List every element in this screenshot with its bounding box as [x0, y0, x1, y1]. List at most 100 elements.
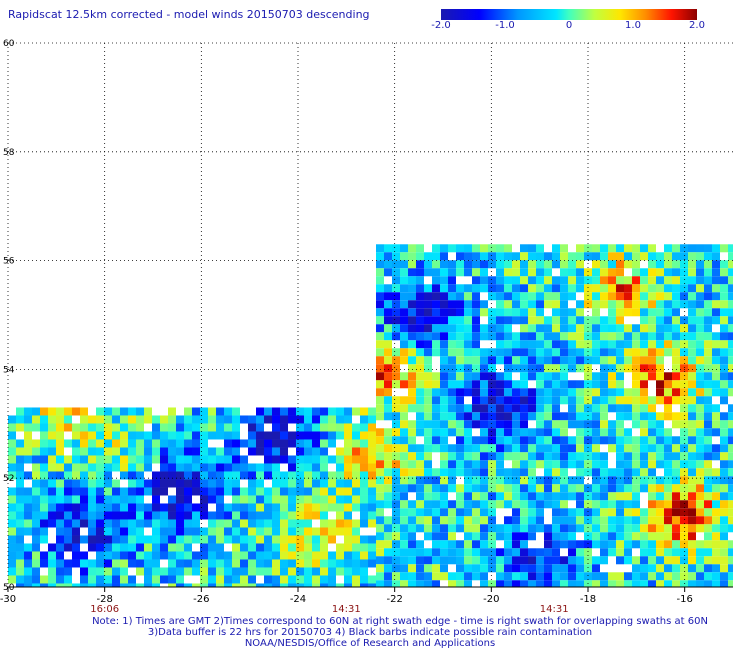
- heatmap-cell: [440, 412, 448, 421]
- heatmap-cell: [480, 276, 488, 285]
- heatmap-cell: [272, 535, 280, 544]
- heatmap-cell: [216, 423, 224, 432]
- heatmap-cell: [208, 479, 216, 488]
- heatmap-cell: [328, 415, 336, 424]
- heatmap-cell: [344, 447, 352, 456]
- heatmap-cell: [624, 540, 632, 549]
- heatmap-cell: [672, 372, 680, 381]
- heatmap-cell: [456, 468, 464, 477]
- heatmap-cell: [512, 260, 520, 269]
- heatmap-cell: [32, 447, 40, 456]
- heatmap-cell: [616, 436, 624, 445]
- heatmap-cell: [200, 439, 208, 448]
- heatmap-cell: [416, 380, 424, 389]
- heatmap-cell: [696, 300, 704, 309]
- heatmap-cell: [704, 492, 712, 501]
- heatmap-cell: [632, 516, 640, 525]
- heatmap-cell: [384, 476, 392, 485]
- heatmap-cell: [704, 532, 712, 541]
- heatmap-cell: [280, 511, 288, 520]
- heatmap-cell: [592, 516, 600, 525]
- heatmap-cell: [560, 500, 568, 509]
- heatmap-cell: [696, 348, 704, 357]
- heatmap-cell: [408, 532, 416, 541]
- heatmap-cell: [408, 572, 416, 581]
- heatmap-cell: [24, 415, 32, 424]
- heatmap-cell: [512, 340, 520, 349]
- heatmap-cell: [520, 492, 528, 501]
- heatmap-cell: [416, 500, 424, 509]
- heatmap-cell: [600, 492, 608, 501]
- heatmap-cell: [488, 476, 496, 485]
- heatmap-cell: [488, 396, 496, 405]
- heatmap-cell: [584, 284, 592, 293]
- heatmap-cell: [632, 444, 640, 453]
- heatmap-cell: [184, 503, 192, 512]
- heatmap-cell: [360, 487, 368, 496]
- heatmap-cell: [312, 415, 320, 424]
- heatmap-cell: [600, 396, 608, 405]
- heatmap-cell: [536, 340, 544, 349]
- heatmap-cell: [512, 396, 520, 405]
- heatmap-cell: [272, 415, 280, 424]
- heatmap-cell: [272, 527, 280, 536]
- heatmap-cell: [624, 308, 632, 317]
- heatmap-cell: [504, 316, 512, 325]
- heatmap-cell: [544, 292, 552, 301]
- heatmap-cell: [376, 276, 384, 285]
- heatmap-cell: [592, 412, 600, 421]
- heatmap-cell: [552, 436, 560, 445]
- heatmap-cell: [704, 476, 712, 485]
- heatmap-cell: [472, 324, 480, 333]
- heatmap-cell: [344, 415, 352, 424]
- heatmap-cell: [424, 564, 432, 573]
- heatmap-cell: [128, 447, 136, 456]
- heatmap-cell: [168, 439, 176, 448]
- heatmap-cell: [400, 556, 408, 565]
- heatmap-cell: [528, 556, 536, 565]
- heatmap-cell: [464, 468, 472, 477]
- heatmap-cell: [552, 316, 560, 325]
- heatmap-cell: [440, 524, 448, 533]
- heatmap-cell: [600, 244, 608, 253]
- heatmap-cell: [608, 332, 616, 341]
- heatmap-cell: [424, 532, 432, 541]
- heatmap-cell: [24, 471, 32, 480]
- heatmap-cell: [416, 388, 424, 397]
- heatmap-cell: [16, 567, 24, 576]
- heatmap-cell: [432, 308, 440, 317]
- heatmap-cell: [56, 439, 64, 448]
- heatmap-cell: [384, 356, 392, 365]
- heatmap-cell: [176, 495, 184, 504]
- heatmap-cell: [320, 423, 328, 432]
- heatmap-cell: [192, 503, 200, 512]
- heatmap-cell: [592, 284, 600, 293]
- x-tick-label: -16: [676, 594, 692, 605]
- heatmap-cell: [312, 455, 320, 464]
- heatmap-cell: [552, 556, 560, 565]
- heatmap-cell: [576, 524, 584, 533]
- heatmap-cell: [720, 452, 728, 461]
- heatmap-cell: [184, 527, 192, 536]
- heatmap-cell: [576, 404, 584, 413]
- heatmap-cell: [160, 511, 168, 520]
- heatmap-cell: [640, 436, 648, 445]
- heatmap-cell: [672, 340, 680, 349]
- heatmap-cell: [480, 420, 488, 429]
- heatmap-cell: [608, 476, 616, 485]
- heatmap-cell: [728, 412, 733, 421]
- colorbar-label: 1.0: [625, 20, 641, 31]
- heatmap-cell: [592, 580, 600, 587]
- heatmap-cell: [384, 340, 392, 349]
- heatmap-cell: [464, 348, 472, 357]
- heatmap-cell: [704, 356, 712, 365]
- heatmap-cell: [544, 316, 552, 325]
- heatmap-cell: [544, 556, 552, 565]
- heatmap-cell: [200, 543, 208, 552]
- heatmap-cell: [192, 559, 200, 568]
- heatmap-cell: [680, 516, 688, 525]
- heatmap-cell: [304, 575, 312, 584]
- heatmap-cell: [344, 407, 352, 416]
- heatmap-cell: [528, 468, 536, 477]
- heatmap-cell: [272, 423, 280, 432]
